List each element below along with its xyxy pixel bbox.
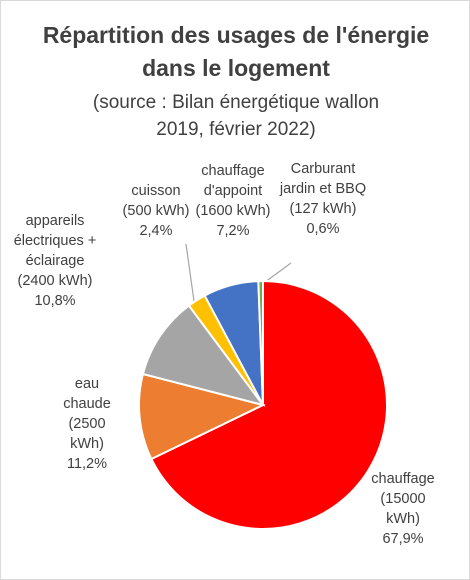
- slice-label: eau chaude (2500 kWh) 11,2%: [51, 374, 123, 474]
- slice-energy: (500 kWh): [122, 203, 190, 219]
- pie-slice: [138, 372, 266, 461]
- slice-category: cuisson: [131, 183, 181, 199]
- slice-label: appareils électriques + éclairage (2400 k…: [9, 211, 101, 311]
- slice-percent: 67,9%: [382, 531, 424, 547]
- slice-energy: (1600 kWh): [195, 203, 271, 219]
- slice-category: eau chaude: [63, 376, 111, 412]
- pie-slice: [141, 304, 266, 407]
- slice-percent: 7,2%: [216, 223, 250, 239]
- slice-label: chauffage d'appoint (1600 kWh) 7,2%: [191, 161, 275, 241]
- slice-percent: 11,2%: [66, 456, 108, 472]
- slice-category: chauffage: [371, 471, 435, 487]
- slice-energy: (15000 kWh): [380, 491, 426, 527]
- pie-slice: [257, 279, 264, 406]
- slice-label: cuisson (500 kWh) 2,4%: [113, 181, 199, 241]
- slice-category: appareils électriques + éclairage: [13, 213, 97, 269]
- slice-category: Carburant jardin et BBQ: [279, 161, 367, 197]
- slice-label: chauffage (15000 kWh) 67,9%: [363, 469, 443, 549]
- slice-energy: (2400 kWh): [17, 273, 93, 289]
- slice-percent: 2,4%: [139, 223, 173, 239]
- slice-percent: 10,8%: [34, 293, 76, 309]
- pie-slice: [150, 279, 388, 530]
- slice-category: chauffage d'appoint: [201, 163, 265, 199]
- leader-line: [185, 243, 195, 302]
- slice-percent: 0,6%: [306, 221, 340, 237]
- chart-title: Répartition des usages de l'énergie dans…: [42, 22, 430, 81]
- slice-energy: (2500 kWh): [68, 416, 106, 452]
- chart-subtitle: (source : Bilan énergétique wallon 2019,…: [92, 92, 380, 140]
- slice-label: Carburant jardin et BBQ (127 kWh) 0,6%: [279, 159, 367, 239]
- slice-energy: (127 kWh): [289, 201, 357, 217]
